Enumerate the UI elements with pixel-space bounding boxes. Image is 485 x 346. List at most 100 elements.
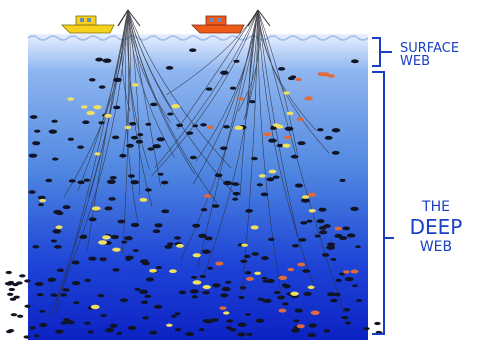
fish-icon <box>16 314 24 318</box>
fish-icon <box>147 147 155 151</box>
fish-icon <box>214 173 223 178</box>
fish-icon <box>105 327 114 333</box>
fish-icon <box>129 122 137 126</box>
fish-icon <box>275 124 284 129</box>
fish-icon <box>29 326 36 330</box>
fish-icon <box>137 133 144 137</box>
fish-icon <box>327 242 336 247</box>
fish-icon <box>207 266 214 270</box>
fish-icon <box>260 256 269 261</box>
fish-icon <box>173 236 181 240</box>
fish-icon <box>52 229 62 234</box>
fish-icon <box>88 78 96 82</box>
fish-icon <box>54 245 62 249</box>
fish-icon <box>86 110 95 116</box>
fish-icon <box>84 321 91 325</box>
fish-icon <box>300 221 308 225</box>
fishing-line <box>203 9 259 275</box>
fish-icon <box>290 291 299 296</box>
fish-icon <box>125 257 132 261</box>
fish-icon <box>189 155 197 160</box>
fish-icon <box>39 309 46 313</box>
fish-icon <box>344 321 352 325</box>
fish-icon <box>95 57 104 62</box>
fish-icon <box>130 222 140 228</box>
fish-icon <box>157 172 164 176</box>
fish-icon <box>98 85 106 89</box>
fish-icon <box>257 297 264 301</box>
fish-icon <box>109 323 118 328</box>
right-boat-icon <box>191 9 271 34</box>
fish-icon <box>82 120 90 125</box>
fish-icon <box>237 97 245 101</box>
fish-icon <box>90 304 100 310</box>
fish-icon <box>100 313 107 317</box>
fish-icon <box>249 100 256 104</box>
fish-icon <box>268 169 277 174</box>
fish-icon <box>220 70 229 75</box>
fish-icon <box>28 153 38 158</box>
fish-icon <box>71 280 81 286</box>
fish-icon <box>56 268 65 272</box>
fish-icon <box>123 235 133 241</box>
fish-icon <box>94 152 101 156</box>
fish-icon <box>307 333 317 338</box>
fish-icon <box>317 128 324 132</box>
fishing-line <box>77 9 129 191</box>
fishing-line <box>151 9 259 177</box>
fish-icon <box>232 191 241 196</box>
fish-icon <box>120 298 129 303</box>
fish-icon <box>5 329 13 334</box>
deep-label-line1: THE <box>422 199 450 215</box>
fish-icon <box>152 144 162 149</box>
surface-web-label: SURFACE WEB <box>400 42 480 68</box>
fish-icon <box>234 125 244 131</box>
fish-icon <box>51 119 58 123</box>
fish-icon <box>145 122 152 126</box>
fish-icon <box>204 236 213 241</box>
fish-icon <box>29 115 38 119</box>
fish-icon <box>8 287 16 292</box>
fish-icon <box>164 244 173 249</box>
fish-icon <box>139 197 148 202</box>
fish-icon <box>189 48 197 52</box>
fish-icon <box>284 126 294 131</box>
fish-icon <box>73 301 80 305</box>
fish-icon <box>191 275 198 279</box>
fish-icon <box>127 174 135 178</box>
fish-icon <box>38 322 48 328</box>
fish-icon <box>225 326 232 330</box>
fish-icon <box>113 105 121 110</box>
fish-icon <box>334 233 343 238</box>
fishing-line <box>55 9 129 313</box>
fish-icon <box>37 195 46 200</box>
fish-icon <box>166 323 173 327</box>
fish-icon <box>352 284 358 288</box>
fish-icon <box>60 293 68 297</box>
fish-icon <box>52 157 59 161</box>
fish-icon <box>112 135 120 140</box>
fish-icon <box>254 271 262 276</box>
fish-icon <box>9 297 17 301</box>
fishing-line <box>127 9 140 196</box>
fish-icon <box>321 72 330 77</box>
fishing-line <box>122 9 129 254</box>
fish-icon <box>79 235 88 240</box>
fish-icon <box>139 259 149 264</box>
fish-icon <box>152 229 161 234</box>
deep-web-label: THE DEEP WEB <box>396 200 476 254</box>
fish-icon <box>374 321 381 326</box>
wave-line <box>27 35 369 41</box>
fish-icon <box>189 289 199 294</box>
fish-icon <box>321 253 330 257</box>
fish-icon <box>167 112 174 116</box>
fish-icon <box>71 260 80 265</box>
fish-icon <box>307 192 317 197</box>
fish-icon <box>226 319 234 323</box>
fish-icon <box>50 239 58 243</box>
fish-icon <box>87 330 94 334</box>
fish-icon <box>68 179 76 183</box>
fish-icon <box>276 143 284 148</box>
fish-icon <box>272 175 280 179</box>
